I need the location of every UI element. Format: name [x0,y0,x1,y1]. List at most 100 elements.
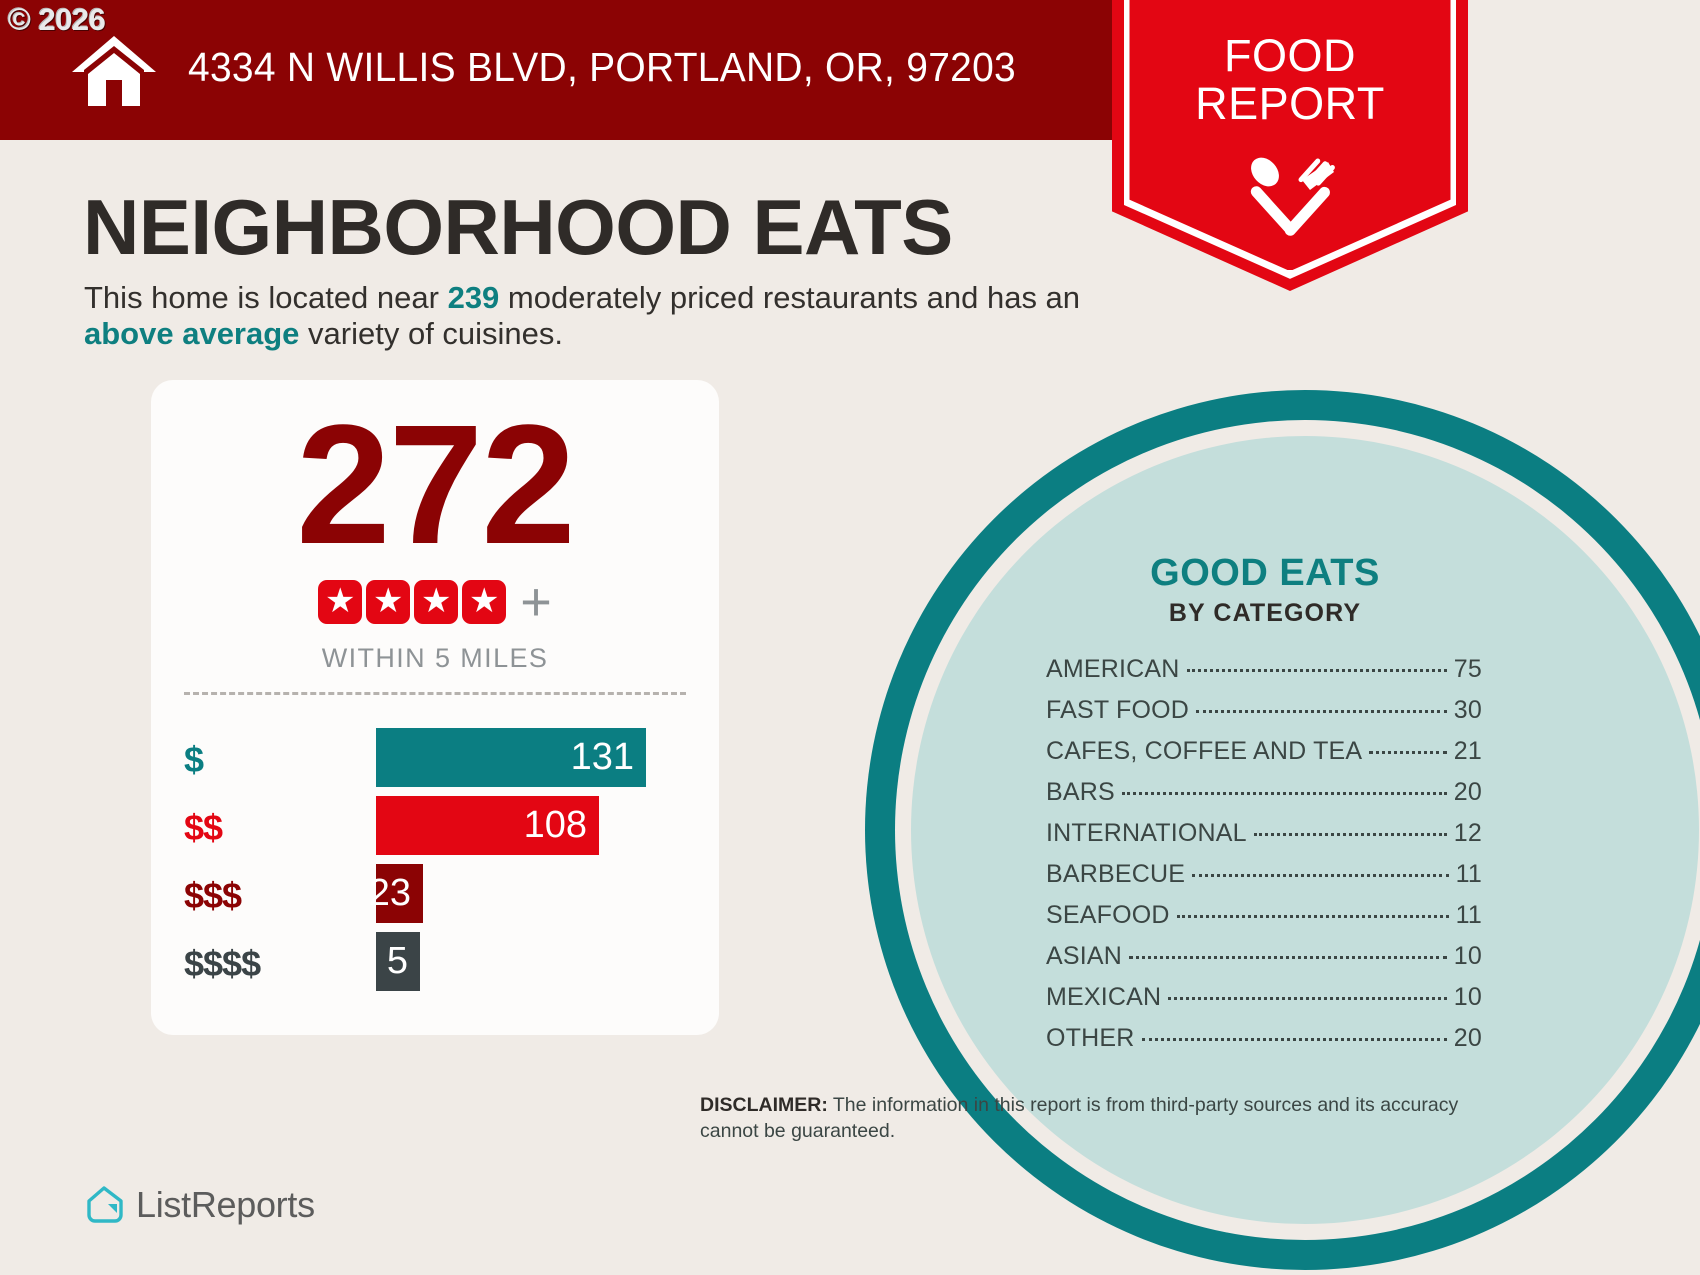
total-restaurants-count: 272 [296,390,576,580]
card-divider [184,692,686,695]
badge-border-outline [1124,0,1456,279]
category-row: BARS 20 [1046,778,1482,819]
good-eats-circle-graphic [865,390,1700,1275]
bar-rect: 108 [376,796,599,855]
category-row: OTHER 20 [1046,1024,1482,1065]
leader-dots [1253,833,1447,836]
subtitle-text-2: moderately priced restaurants and has an [499,280,1081,315]
category-name: CAFES, COFFEE AND TEA [1046,737,1363,765]
leader-dots [1196,710,1447,713]
bar-value: 5 [386,940,408,982]
category-name: BARS [1046,778,1115,806]
bar-value: 23 [368,872,411,914]
header-bar: © 2026 4334 N WILLIS BLVD, PORTLAND, OR,… [0,0,1180,140]
category-row: SEAFOOD 11 [1046,901,1482,942]
leader-dots [1176,915,1449,918]
subtitle-text-1: This home is located near [84,280,448,315]
subtitle-text-3: variety of cuisines. [299,316,564,351]
bar-label-3: $$$ [184,875,242,916]
leader-dots [1186,669,1447,672]
disclaimer: DISCLAIMER: The information in this repo… [700,1092,1490,1144]
leader-dots [1369,751,1447,754]
star-icon: ★ [462,580,507,624]
star-icon: ★ [318,580,363,624]
bar-rect: 23 [369,864,423,923]
page-title: NEIGHBORHOOD EATS [83,183,953,271]
category-value: 10 [1453,983,1482,1011]
leader-dots [1192,874,1449,877]
bar-rect: 5 [376,932,420,991]
bar-value: 131 [570,736,634,778]
category-row: BARBECUE 11 [1046,860,1482,901]
badge-line-2: REPORT [1195,78,1385,129]
category-value: 11 [1455,901,1482,929]
star-rating: ★ ★ ★ ★ + [151,572,719,632]
leader-dots [1168,997,1447,1000]
category-name: AMERICAN [1046,655,1180,683]
disclaimer-label: DISCLAIMER: [700,1094,828,1116]
category-row: MEXICAN 10 [1046,983,1482,1024]
home-icon [72,36,156,106]
listreports-logo[interactable]: ListReports [84,1184,315,1226]
category-value: 20 [1453,778,1482,806]
category-value: 11 [1455,860,1482,888]
bar-value: 108 [523,804,587,846]
category-name: BARBECUE [1046,860,1186,888]
good-eats-title: GOOD EATS [1150,552,1380,594]
category-row: CAFES, COFFEE AND TEA 21 [1046,737,1482,778]
category-name: INTERNATIONAL [1046,819,1247,847]
bar-row: $131 [151,725,719,793]
property-address: 4334 N WILLIS BLVD, PORTLAND, OR, 97203 [188,44,1016,90]
bar-label-4: $$$$ [184,943,261,984]
category-name: ASIAN [1046,942,1123,970]
page-subtitle: This home is located near 239 moderately… [84,280,1094,352]
star-glyph: ★ [420,582,452,620]
good-eats-subtitle: BY CATEGORY [1168,599,1362,627]
category-name: OTHER [1046,1024,1135,1052]
category-row: INTERNATIONAL 12 [1046,819,1482,860]
star-glyph: ★ [372,582,404,620]
disclaimer-text: The information in this report is from t… [700,1094,1459,1142]
bar-row: $$$ 23 [151,861,719,929]
plus-sign: + [520,572,552,632]
restaurant-stats-card: 272 ★ ★ ★ ★ + WITHIN 5 MILES $131 $$ 108 $$$ 23 $… [151,380,719,1035]
circle-inner-fill [911,436,1699,1224]
category-row: ASIAN 10 [1046,942,1482,983]
bar-label-2: $$ [184,807,223,848]
price-tier-bar-chart: $131 $$ 108 $$$ 23 $$$$ 5 [151,725,719,997]
bar-row: $$$$ 5 [151,929,719,997]
star-icon: ★ [414,580,459,624]
subtitle-variety-highlight: above average [84,316,300,351]
leader-dots [1129,956,1447,959]
category-value: 10 [1453,942,1482,970]
bar-row: $$ 108 [151,793,719,861]
category-value: 12 [1453,819,1482,847]
radius-label: WITHIN 5 MILES [321,643,549,673]
bar-rect: 131 [376,728,646,787]
category-value: 30 [1453,696,1482,724]
category-row: FAST FOOD 30 [1046,696,1482,737]
leader-dots [1141,1038,1447,1041]
badge-title: FOOD REPORT [1112,32,1468,128]
category-value: 20 [1453,1024,1482,1052]
copyright-watermark: © 2026 [8,2,106,37]
category-name: FAST FOOD [1046,696,1190,724]
category-name: SEAFOOD [1046,901,1170,929]
category-value: 75 [1453,655,1482,683]
star-glyph: ★ [468,582,500,620]
category-value: 21 [1453,737,1482,765]
listreports-wordmark: ListReports [136,1184,315,1225]
listreports-house-pin-icon [87,1186,123,1223]
category-list: AMERICAN 75 FAST FOOD 30 CAFES, COFFEE AND T… [1046,655,1482,1065]
star-glyph: ★ [324,582,356,620]
category-name: MEXICAN [1046,983,1162,1011]
badge-line-1: FOOD [1224,30,1356,81]
bar-label-1: $ [184,739,204,780]
subtitle-count-highlight: 239 [447,280,500,315]
leader-dots [1121,792,1447,795]
good-eats-header: GOOD EATS BY CATEGORY [1040,552,1490,628]
category-row: AMERICAN 75 [1046,655,1482,696]
star-icon: ★ [366,580,411,624]
spoon-fork-icon [1250,157,1335,236]
